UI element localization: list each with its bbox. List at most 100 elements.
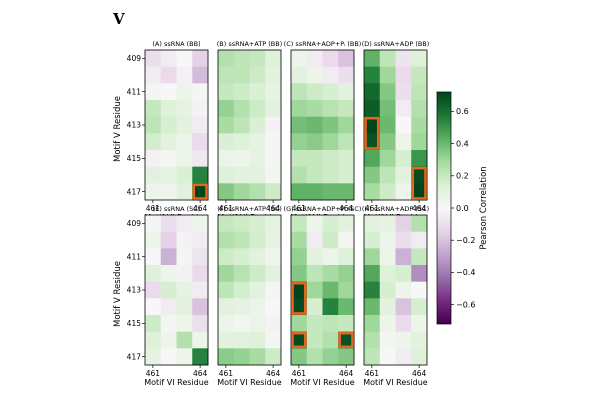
- heatmap-cell: [249, 331, 266, 349]
- heatmap-cell: [322, 348, 339, 366]
- heatmap-cell: [291, 215, 308, 233]
- x-tick-label: 464: [412, 369, 427, 378]
- highlight-box: [338, 331, 354, 349]
- heatmap-cell: [395, 83, 412, 101]
- heatmap-cell: [145, 298, 162, 316]
- y-tick-label: 413: [127, 121, 142, 130]
- heatmap-cell: [395, 166, 412, 184]
- heatmap-cell: [395, 133, 412, 151]
- heatmap-cell: [218, 315, 235, 333]
- heatmap-cell: [218, 298, 235, 316]
- heatmap-cell: [364, 331, 381, 349]
- heatmap-cell: [291, 281, 308, 299]
- heatmap-cell: [218, 183, 235, 201]
- heatmap-cell: [145, 116, 162, 134]
- heatmap-cell: [306, 315, 323, 333]
- heatmap-cell: [338, 215, 355, 233]
- heatmap-cell: [233, 215, 250, 233]
- heatmap-cell: [176, 116, 193, 134]
- heatmap-cell: [265, 248, 282, 266]
- heatmap-cell: [176, 100, 193, 118]
- heatmap-cell: [160, 150, 177, 168]
- heatmap-cell: [291, 298, 308, 316]
- heatmap-cell: [160, 133, 177, 151]
- heatmap-cell: [306, 150, 323, 168]
- heatmap-cell: [395, 183, 412, 201]
- heatmap-cell: [265, 183, 282, 201]
- heatmap-cell: [364, 215, 381, 233]
- panel-frame: [363, 214, 428, 366]
- y-tick-label: 415: [127, 154, 142, 163]
- heatmap-cell: [322, 150, 339, 168]
- panel-frame: [217, 214, 282, 366]
- heatmap-cell: [364, 231, 381, 249]
- heatmap-cell: [411, 248, 428, 266]
- heatmap-cell: [411, 265, 428, 283]
- heatmap-cell: [145, 150, 162, 168]
- heatmap-cell: [379, 183, 396, 201]
- panel-title: (B) ssRNA+ATP (BB): [217, 40, 283, 48]
- heatmap-cell: [218, 248, 235, 266]
- heatmap-cell: [265, 133, 282, 151]
- heatmap-cell: [233, 331, 250, 349]
- heatmap-cell: [160, 231, 177, 249]
- heatmap-cell: [176, 231, 193, 249]
- heatmap-cell: [145, 248, 162, 266]
- x-tick-label: 464: [193, 369, 208, 378]
- heatmap-cell: [364, 315, 381, 333]
- heatmap-cell: [218, 348, 235, 366]
- heatmap-cell: [233, 83, 250, 101]
- heatmap-cell: [395, 348, 412, 366]
- heatmap-cell: [411, 331, 428, 349]
- heatmap-cell: [265, 166, 282, 184]
- heatmap-cell: [192, 315, 209, 333]
- heatmap-cell: [322, 265, 339, 283]
- heatmap-cell: [411, 348, 428, 366]
- heatmap-cell: [322, 116, 339, 134]
- colorbar-bar: [436, 91, 452, 325]
- heatmap-cell: [395, 315, 412, 333]
- heatmap-cell: [338, 116, 355, 134]
- heatmap-cell: [145, 265, 162, 283]
- heatmap-cell: [218, 83, 235, 101]
- y-axis-label-bottom: Motif V Residue: [113, 261, 123, 327]
- heatmap-cell: [379, 265, 396, 283]
- heatmap-cell: [265, 116, 282, 134]
- heatmap-cell: [160, 215, 177, 233]
- heatmap-cell: [291, 331, 308, 349]
- heatmap-cell: [249, 150, 266, 168]
- heatmap-cell: [306, 100, 323, 118]
- heatmap-cell: [218, 150, 235, 168]
- heatmap-cell: [192, 83, 209, 101]
- heatmap-cell: [249, 183, 266, 201]
- heatmap-cell: [364, 133, 381, 151]
- heatmap-cell: [322, 166, 339, 184]
- heatmap-cell: [306, 116, 323, 134]
- heatmap-cell: [145, 331, 162, 349]
- y-tick-label: 409: [127, 219, 142, 228]
- heatmap-cell: [218, 133, 235, 151]
- heatmap-cell: [265, 50, 282, 68]
- panel-title: (F) ssRNA+ATP (SC): [217, 205, 282, 213]
- panel-frame: [290, 214, 355, 366]
- heatmap-cell: [379, 83, 396, 101]
- heatmap-cell: [218, 66, 235, 84]
- heatmap-cell: [364, 298, 381, 316]
- heatmap-cell: [249, 265, 266, 283]
- heatmap-cell: [306, 265, 323, 283]
- highlight-box: [192, 183, 208, 200]
- heatmap-cell: [176, 265, 193, 283]
- heatmap-cell: [364, 281, 381, 299]
- colorbar-tick-label: 0.4: [456, 139, 469, 148]
- heatmap-cell: [291, 66, 308, 84]
- highlight-box: [411, 166, 427, 200]
- x-tick-label: 461: [219, 369, 234, 378]
- heatmap-cell: [160, 166, 177, 184]
- heatmap-cell: [322, 100, 339, 118]
- heatmap-cell: [218, 231, 235, 249]
- heatmap-cell: [176, 66, 193, 84]
